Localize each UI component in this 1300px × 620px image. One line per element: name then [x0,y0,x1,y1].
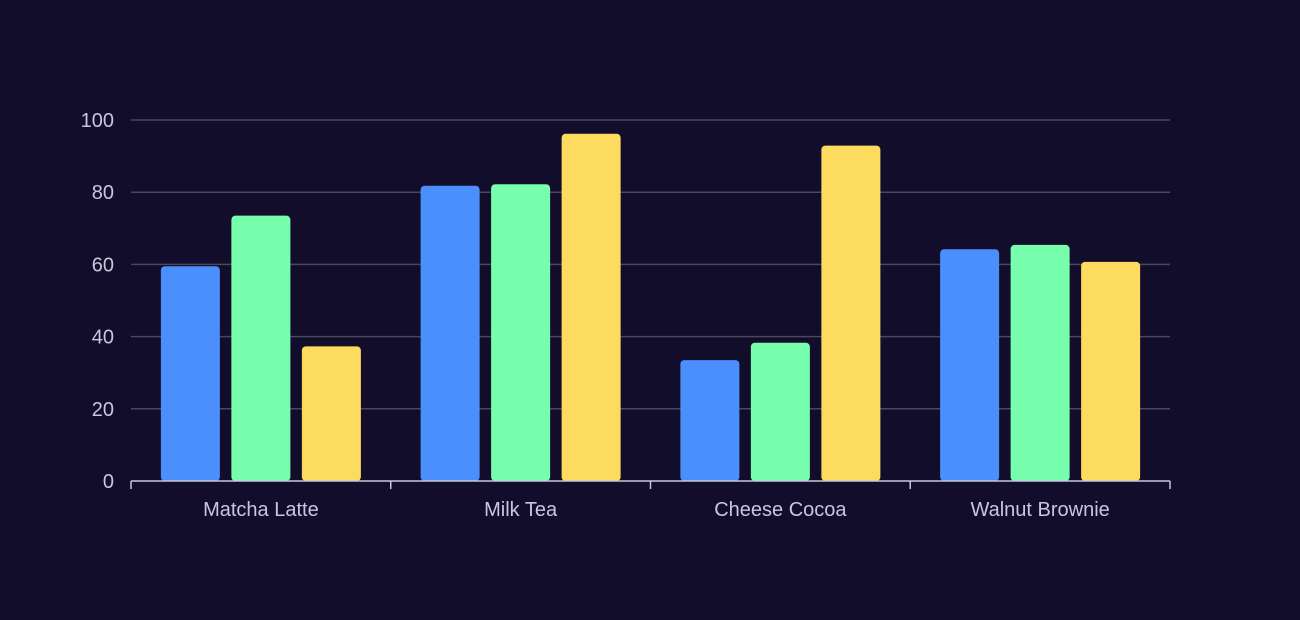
y-tick-label: 20 [92,399,114,421]
bar-cheese-cocoa-series-2 [750,342,810,481]
bar-matcha-latte-series-1 [160,266,220,481]
y-tick-label: 60 [92,254,114,276]
bar-matcha-latte-series-2 [231,215,291,482]
x-tick-label: Cheese Cocoa [714,499,847,521]
y-tick-label: 80 [92,182,114,204]
bar-walnut-brownie-series-2 [1010,244,1070,481]
bar-milk-tea-series-1 [420,185,480,481]
y-tick-label: 0 [103,471,114,493]
x-tick-label: Matcha Latte [203,499,319,521]
bar-walnut-brownie-series-3 [1081,261,1141,481]
bar-milk-tea-series-2 [491,184,551,481]
x-tick-label: Milk Tea [484,499,558,521]
y-tick-label: 40 [92,327,114,349]
x-tick-label: Walnut Brownie [970,499,1109,521]
bar-walnut-brownie-series-1 [940,249,1000,481]
bar-matcha-latte-series-3 [301,346,361,481]
y-tick-label: 100 [81,110,114,132]
bar-cheese-cocoa-series-3 [821,145,881,482]
bar-milk-tea-series-3 [561,133,621,481]
tick-labels: 0 20 40 60 80 100 Matcha Latte Milk Tea Cheese C… [81,110,1110,521]
bar-cheese-cocoa-series-1 [680,360,740,481]
bars [160,133,1141,482]
axes [130,480,1171,489]
